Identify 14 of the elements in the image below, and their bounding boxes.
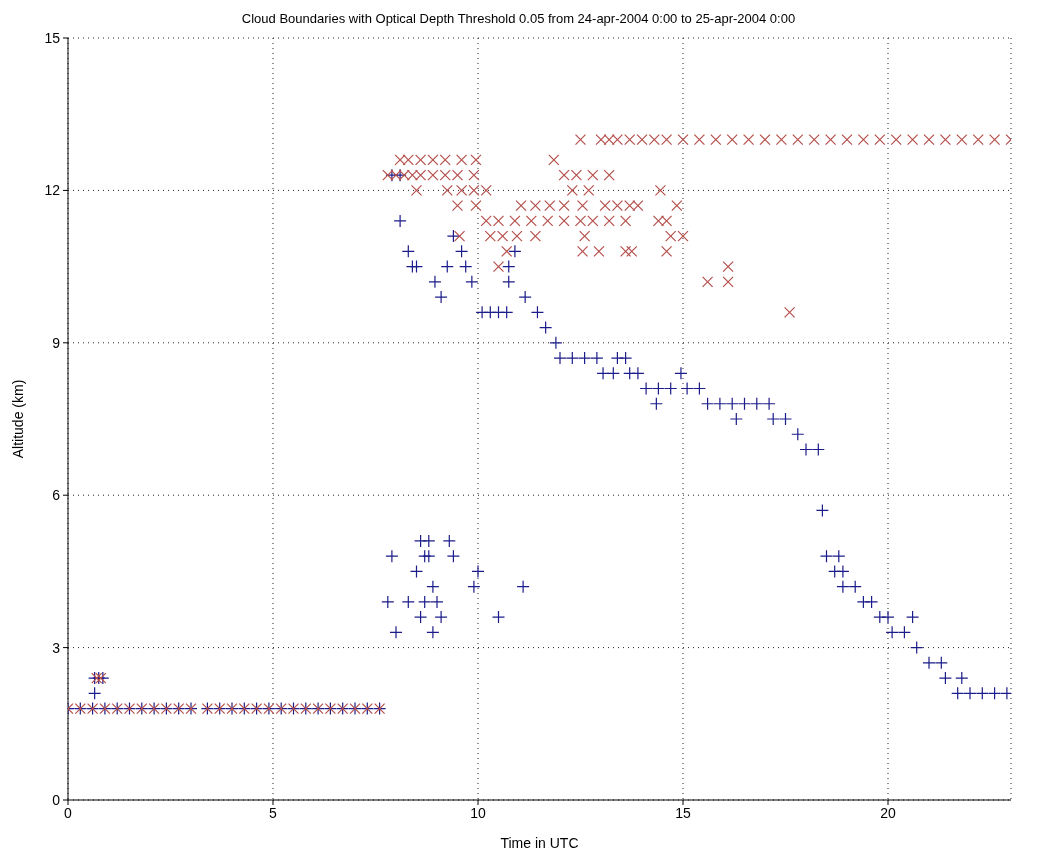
y-axis-title: Altitude (km) <box>9 379 26 459</box>
x-tick-label: 10 <box>470 804 486 821</box>
y-tick-label: 15 <box>44 29 61 46</box>
x-tick-label: 0 <box>64 804 73 821</box>
y-tick-label: 0 <box>52 791 61 808</box>
y-tick-label: 9 <box>52 334 61 351</box>
y-tick-label: 12 <box>44 182 61 199</box>
y-tick-label: 6 <box>52 487 61 504</box>
x-axis-title: Time in UTC <box>500 835 579 851</box>
x-tick-label: 5 <box>269 804 278 821</box>
chart-title: Cloud Boundaries with Optical Depth Threshold 0.05 from 24-apr-2004 0:00 to 25-apr-2004 0:00 <box>240 10 797 28</box>
y-tick-label: 3 <box>52 639 61 656</box>
x-tick-label: 15 <box>675 804 691 821</box>
x-tick-label: 20 <box>880 804 896 821</box>
